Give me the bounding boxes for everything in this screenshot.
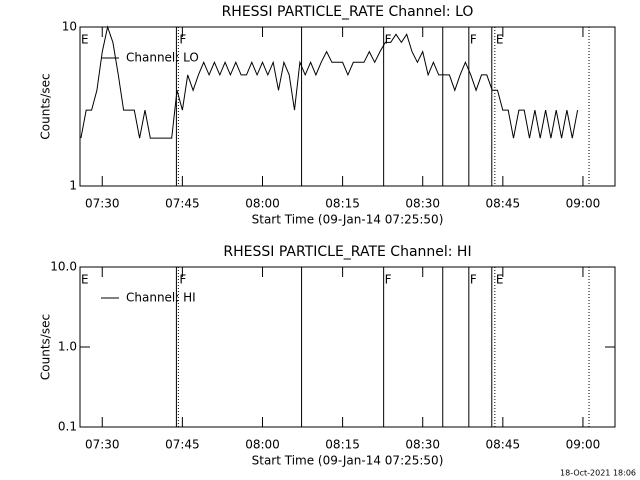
x-axis-label: Start Time (09-Jan-14 07:25:50): [252, 213, 444, 227]
chart-title: RHESSI PARTICLE_RATE Channel: HI: [223, 244, 471, 260]
y-axis-label: Counts/sec: [39, 73, 53, 139]
plot-frame: [79, 266, 616, 428]
event-label: F: [385, 273, 392, 287]
event-label: F: [179, 273, 186, 287]
legend-label: Channel: HI: [126, 291, 196, 305]
chart-title: RHESSI PARTICLE_RATE Channel: LO: [222, 4, 474, 20]
x-tick-label: 08:00: [245, 438, 280, 452]
x-tick-label: 09:00: [566, 197, 601, 211]
event-label: F: [470, 33, 477, 47]
x-tick-label: 08:15: [325, 438, 360, 452]
x-tick-label: 08:15: [325, 197, 360, 211]
event-label: F: [385, 33, 392, 47]
y-axis-label: Counts/sec: [39, 314, 53, 380]
x-tick-label: 08:30: [405, 438, 440, 452]
y-tick-label: 1: [69, 179, 77, 193]
footer-timestamp: 18-Oct-2021 18:06: [560, 469, 636, 478]
event-label: E: [81, 33, 89, 47]
event-label: E: [81, 273, 89, 287]
x-tick-label: 07:30: [85, 197, 120, 211]
data-line: [80, 25, 579, 139]
y-tick-label: 10: [62, 20, 77, 34]
x-tick-label: 08:45: [486, 438, 521, 452]
x-tick-label: 08:30: [405, 197, 440, 211]
event-label: F: [470, 273, 477, 287]
plot-frame: [79, 26, 616, 187]
event-label: E: [496, 273, 504, 287]
y-tick-label: 10.0: [50, 260, 77, 274]
x-tick-label: 07:45: [165, 197, 200, 211]
x-tick-label: 08:00: [245, 197, 280, 211]
event-label: F: [179, 33, 186, 47]
x-tick-label: 07:30: [85, 438, 120, 452]
legend-label: Channel: LO: [126, 51, 199, 65]
x-axis-label: Start Time (09-Jan-14 07:25:50): [252, 454, 444, 468]
y-tick-label: 0.1: [58, 420, 77, 434]
y-tick-label: 1.0: [58, 340, 77, 354]
event-label: E: [496, 33, 504, 47]
x-tick-label: 08:45: [486, 197, 521, 211]
x-tick-label: 07:45: [165, 438, 200, 452]
x-tick-label: 09:00: [566, 438, 601, 452]
